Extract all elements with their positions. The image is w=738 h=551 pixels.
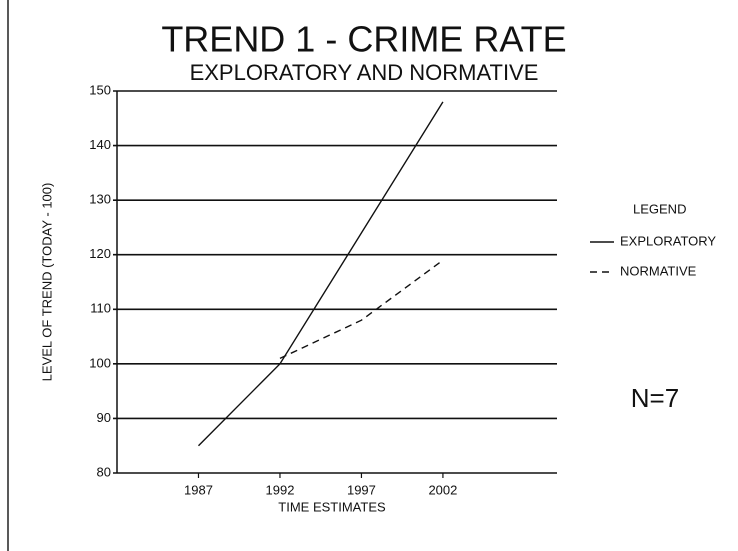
- annotation: N=7: [631, 383, 679, 413]
- x-tick-label: 1997: [347, 482, 376, 497]
- y-tick-label: 140: [89, 137, 111, 152]
- legend-label: NORMATIVE: [620, 263, 697, 278]
- x-tick-label: 1987: [184, 482, 213, 497]
- legend-title: LEGEND: [633, 201, 686, 216]
- chart-title: TREND 1 - CRIME RATE: [161, 19, 566, 60]
- y-tick-label: 130: [89, 192, 111, 207]
- y-tick-label: 120: [89, 246, 111, 261]
- x-tick-label: 2002: [428, 482, 457, 497]
- legend-label: EXPLORATORY: [620, 233, 716, 248]
- x-axis-label: TIME ESTIMATES: [278, 499, 386, 514]
- series-line: [197, 101, 444, 447]
- y-tick-label: 150: [89, 82, 111, 97]
- y-tick-label: 100: [89, 355, 111, 370]
- y-axis-label: LEVEL OF TREND (TODAY - 100): [39, 183, 54, 382]
- x-tick-label: 1992: [266, 482, 295, 497]
- chart-subtitle: EXPLORATORY AND NORMATIVE: [190, 60, 539, 85]
- series-line: [279, 259, 444, 360]
- y-tick-label: 110: [90, 301, 111, 316]
- y-tick-label: 80: [97, 464, 111, 479]
- y-tick-label: 90: [97, 410, 111, 425]
